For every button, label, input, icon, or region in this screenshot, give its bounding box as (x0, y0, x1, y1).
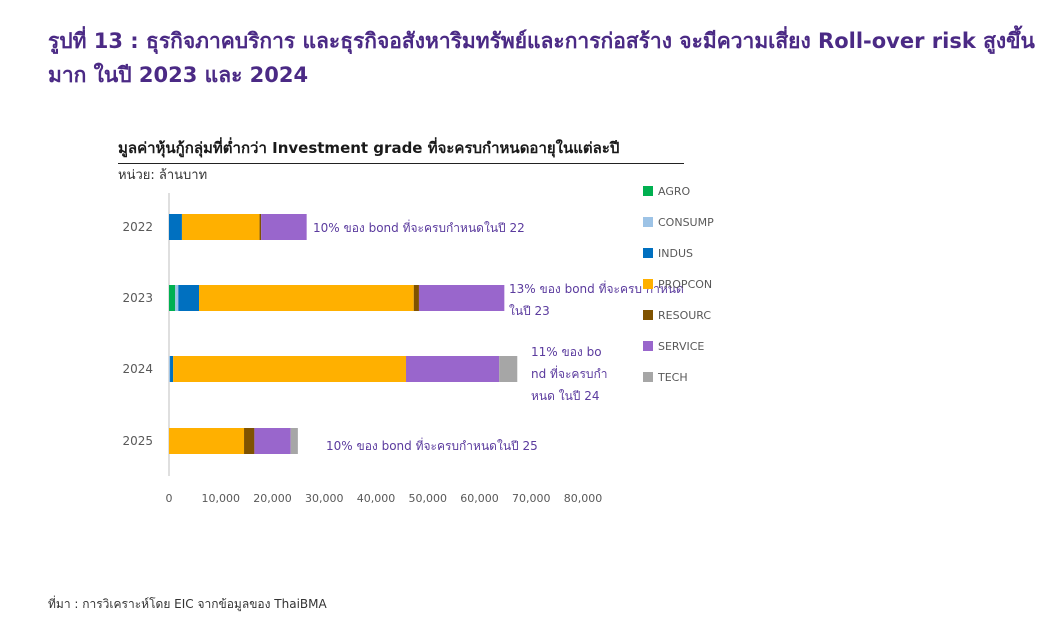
bar-2024-indus (170, 356, 174, 382)
bar-2025-service (254, 428, 291, 454)
category-label: 2025 (122, 434, 153, 448)
legend: AGRO CONSUMP INDUS PROPCON RESOURC SERVICE TEC… (643, 185, 714, 384)
legend-label-consump: CONSUMP (658, 216, 714, 229)
legend-swatch-tech (643, 372, 653, 382)
legend-label-resourc: RESOURC (658, 309, 711, 322)
x-tick-label: 10,000 (202, 492, 241, 505)
bar-2025-tech (290, 428, 298, 454)
category-label: 2022 (122, 220, 153, 234)
figure-title: รูปที่ 13 : ธุรกิจภาคบริการ และธุรกิจอสั… (48, 29, 1035, 87)
x-tick-labels: 0 10,000 20,000 30,000 40,000 50,000 60,000 70,… (166, 492, 603, 505)
bar-2023-service (418, 285, 505, 311)
category-label: 2023 (122, 291, 153, 305)
bar-2024-consump (169, 356, 171, 382)
category-label: 2024 (122, 362, 153, 376)
bar-2022-indus (169, 214, 182, 240)
legend-label-tech: TECH (657, 371, 688, 384)
x-tick-label: 60,000 (460, 492, 499, 505)
x-tick-label: 80,000 (564, 492, 603, 505)
bar-2022-propcon (181, 214, 260, 240)
legend-swatch-resourc (643, 310, 653, 320)
annotations-group: 10% ของ bond ที่จะครบกำหนดในปี 22 13% ของ… (313, 219, 684, 453)
bar-2023-resourc (413, 285, 419, 311)
legend-label-propcon: PROPCON (658, 278, 712, 291)
x-tick-label: 30,000 (305, 492, 344, 505)
bar-2023-indus (178, 285, 200, 311)
bar-2023-agro (169, 285, 176, 311)
bar-2025-resourc (244, 428, 255, 454)
bar-2025-propcon (169, 428, 245, 454)
unit-label: หน่วย: ล้านบาท (118, 168, 208, 183)
bar-2023-consump (175, 285, 179, 311)
source-note: ที่มา : การวิเคราะห์โดย EIC จากข้อมูลของ… (48, 597, 327, 611)
x-tick-label: 0 (166, 492, 173, 505)
legend-swatch-propcon (643, 279, 653, 289)
legend-swatch-consump (643, 217, 653, 227)
legend-swatch-agro (643, 186, 653, 196)
bar-2023-propcon (199, 285, 414, 311)
legend-swatch-indus (643, 248, 653, 258)
bar-2024-propcon (173, 356, 407, 382)
bar-2024-service (406, 356, 500, 382)
annotation-2025: 10% ของ bond ที่จะครบกำหนดในปี 25 (326, 437, 538, 453)
x-tick-label: 20,000 (253, 492, 292, 505)
legend-label-agro: AGRO (658, 185, 690, 198)
x-tick-label: 70,000 (512, 492, 551, 505)
x-tick-label: 40,000 (357, 492, 396, 505)
annotation-2022: 10% ของ bond ที่จะครบกำหนดในปี 22 (313, 219, 525, 235)
annotation-2024: 11% ของ bo nd ที่จะครบกำหนด ในปี 24 (531, 345, 608, 403)
chart-title: มูลค่าหุ้นกู้กลุ่มที่ต่ำกว่า Investment … (118, 136, 684, 164)
category-labels: 2022 2023 2024 2025 (122, 220, 153, 448)
bars-group (169, 214, 518, 454)
annotation-2023: 13% ของ bond ที่จะครบ กำหนดในปี 23 (509, 280, 684, 318)
legend-label-service: SERVICE (658, 340, 704, 353)
legend-swatch-service (643, 341, 653, 351)
bar-2024-tech (499, 356, 518, 382)
bar-2022-resourc (259, 214, 262, 240)
legend-label-indus: INDUS (658, 247, 693, 260)
x-tick-label: 50,000 (409, 492, 448, 505)
bar-2022-service (261, 214, 307, 240)
